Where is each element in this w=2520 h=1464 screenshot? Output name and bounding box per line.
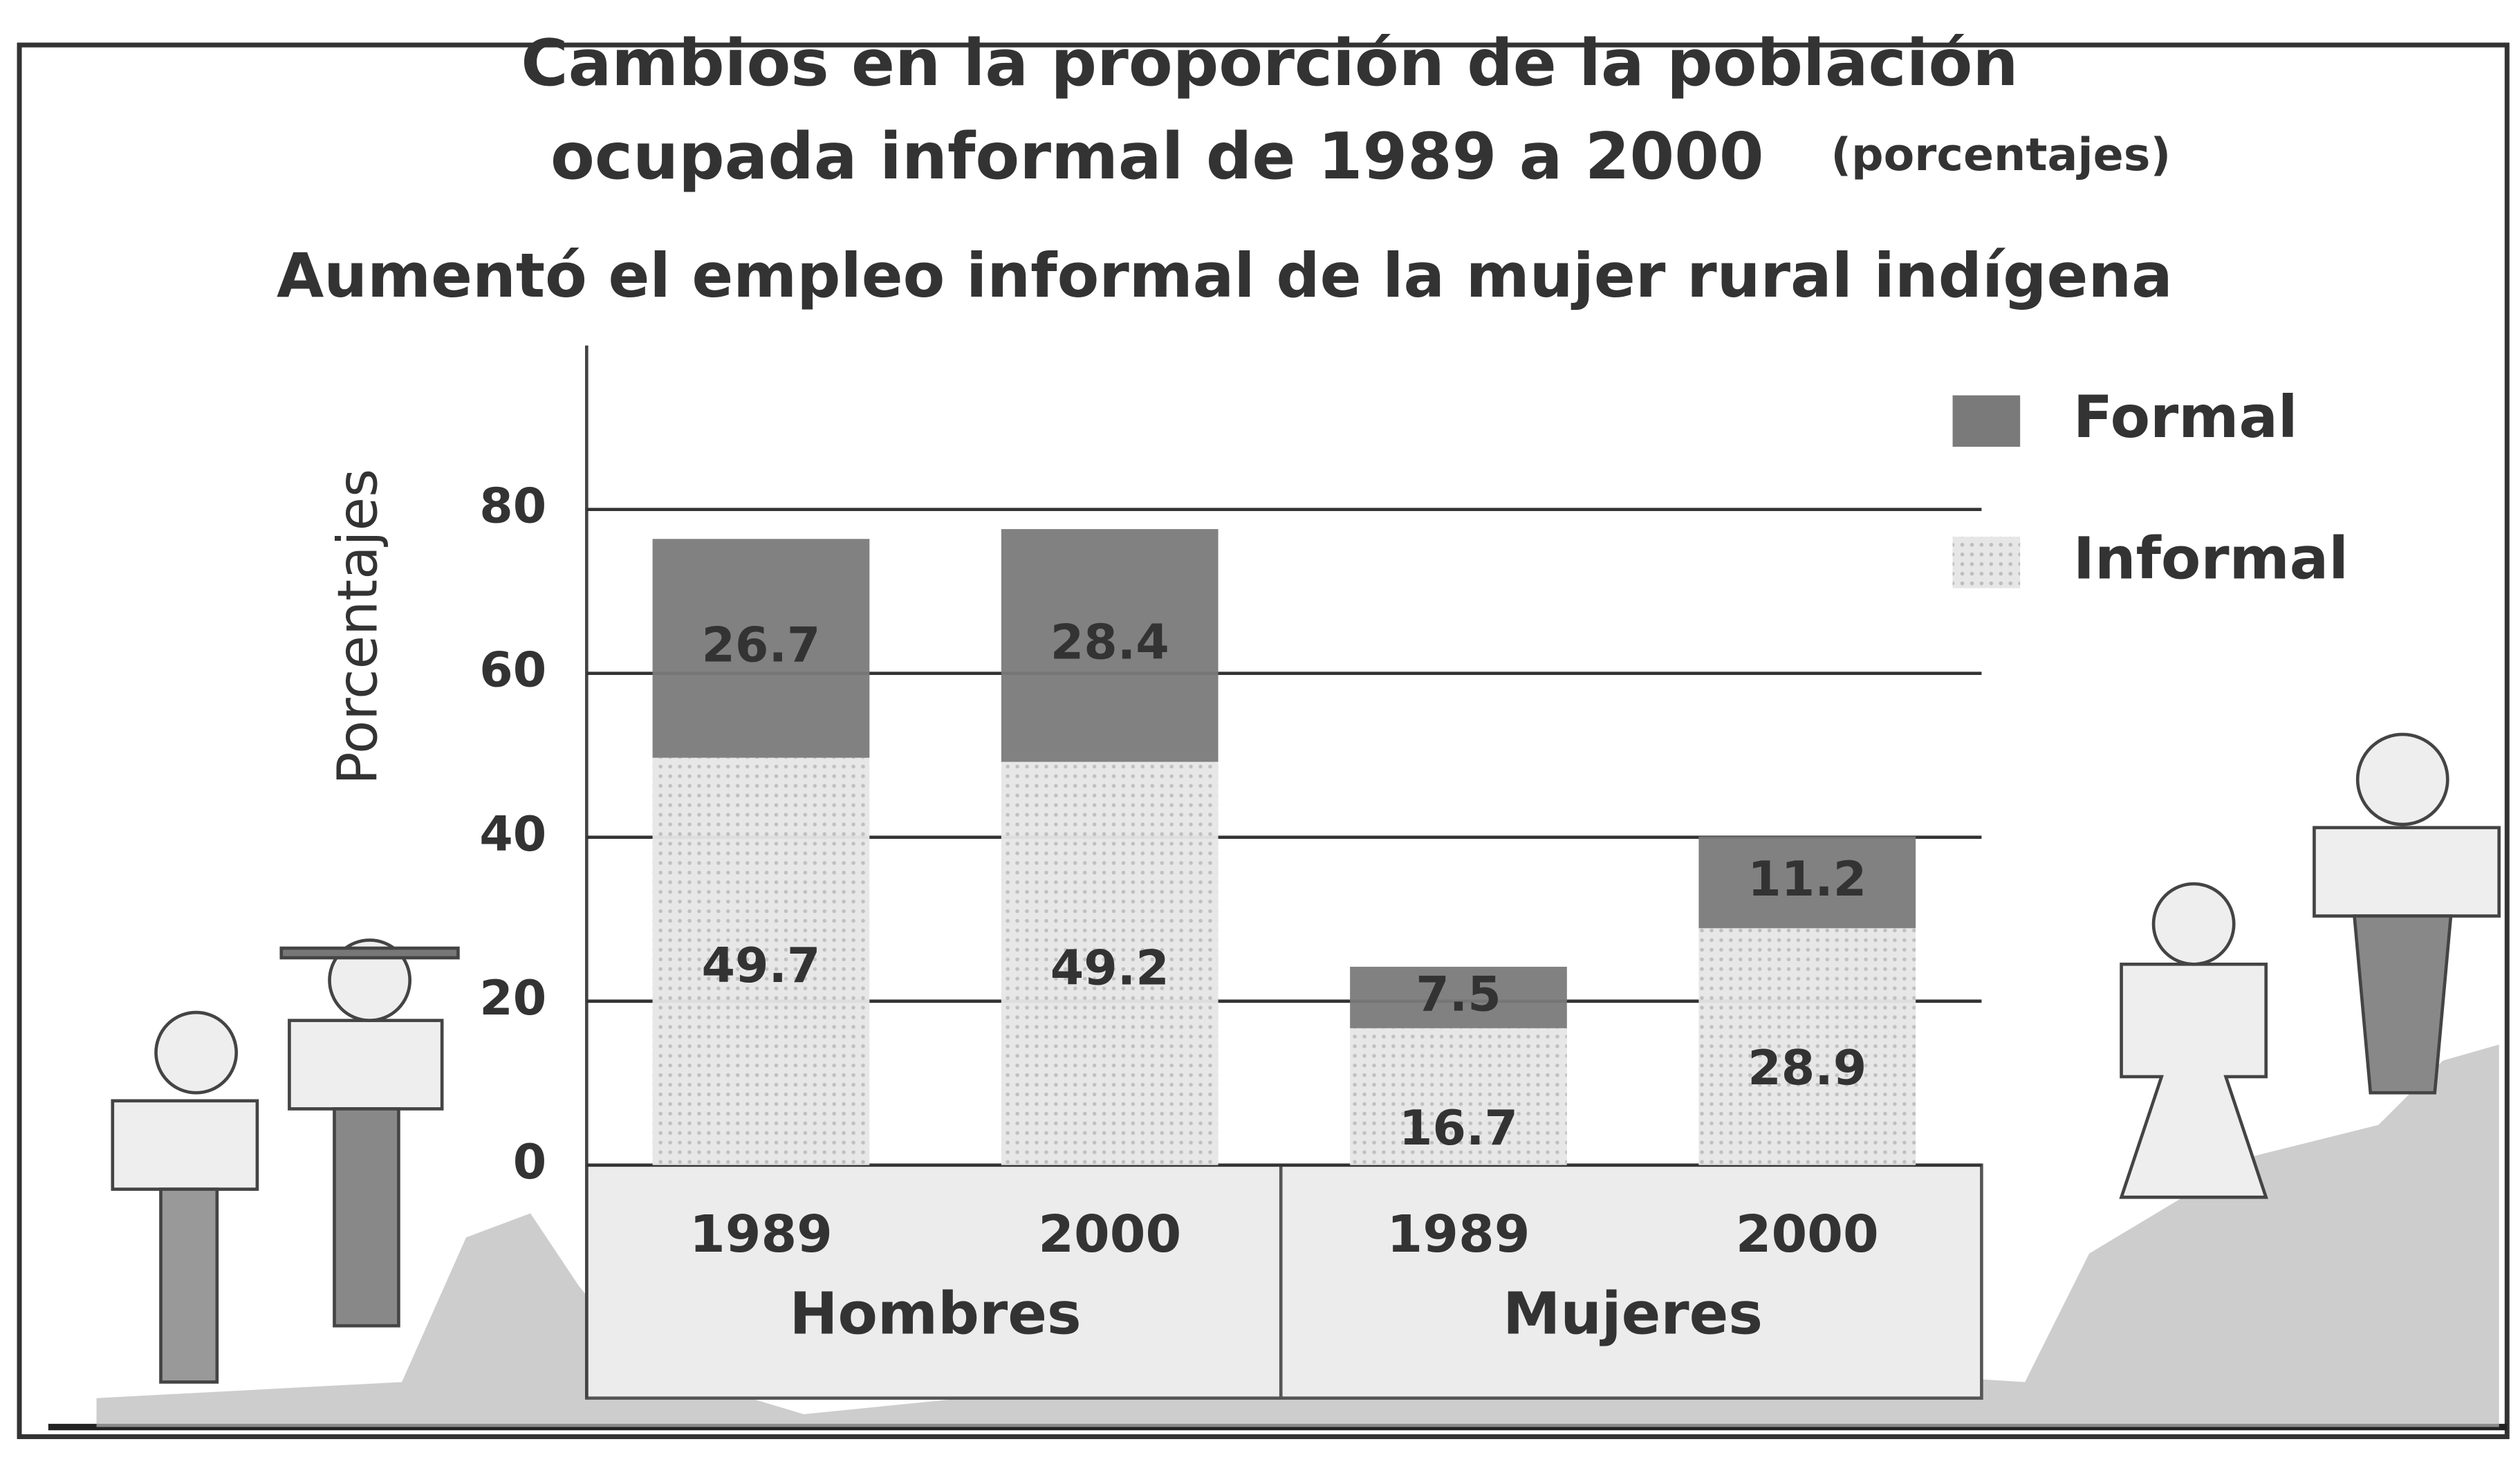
y-tick-label: 20 — [479, 970, 546, 1026]
value-label: 7.5 — [1416, 966, 1501, 1022]
chart-title: ocupada informal de 1989 a 2000 — [550, 119, 1764, 194]
title-unit: (porcentajes) — [1831, 129, 2171, 181]
value-label: 49.7 — [701, 938, 820, 994]
value-label: 11.2 — [1748, 851, 1866, 907]
value-label: 49.2 — [1050, 941, 1169, 997]
chart: Cambios en la proporción de la población… — [0, 0, 2520, 1464]
legend-swatch — [1953, 396, 2021, 447]
chart-title: Cambios en la proporción de la población — [521, 26, 2018, 100]
value-label: 28.9 — [1748, 1040, 1866, 1096]
y-tick-label: 60 — [479, 642, 546, 698]
value-label: 26.7 — [701, 618, 820, 674]
legend-label: Formal — [2073, 383, 2298, 451]
x-tick-label: 1989 — [689, 1204, 833, 1264]
value-label: 16.7 — [1399, 1100, 1518, 1156]
legend-label: Informal — [2073, 524, 2348, 592]
group-label: Hombres — [789, 1279, 1081, 1347]
group-label: Mujeres — [1503, 1279, 1763, 1347]
x-tick-label: 2000 — [1736, 1204, 1879, 1264]
y-axis-label: Porcentajes — [326, 469, 389, 785]
subtitle: Aumentó el empleo informal de la mujer r… — [277, 240, 2173, 311]
x-tick-label: 2000 — [1038, 1204, 1181, 1264]
y-tick-label: 80 — [479, 479, 546, 535]
x-tick-label: 1989 — [1387, 1204, 1530, 1264]
y-tick-label: 40 — [479, 806, 546, 862]
value-label: 28.4 — [1050, 614, 1169, 670]
legend-swatch — [1953, 537, 2021, 588]
y-tick-label: 0 — [513, 1134, 547, 1190]
